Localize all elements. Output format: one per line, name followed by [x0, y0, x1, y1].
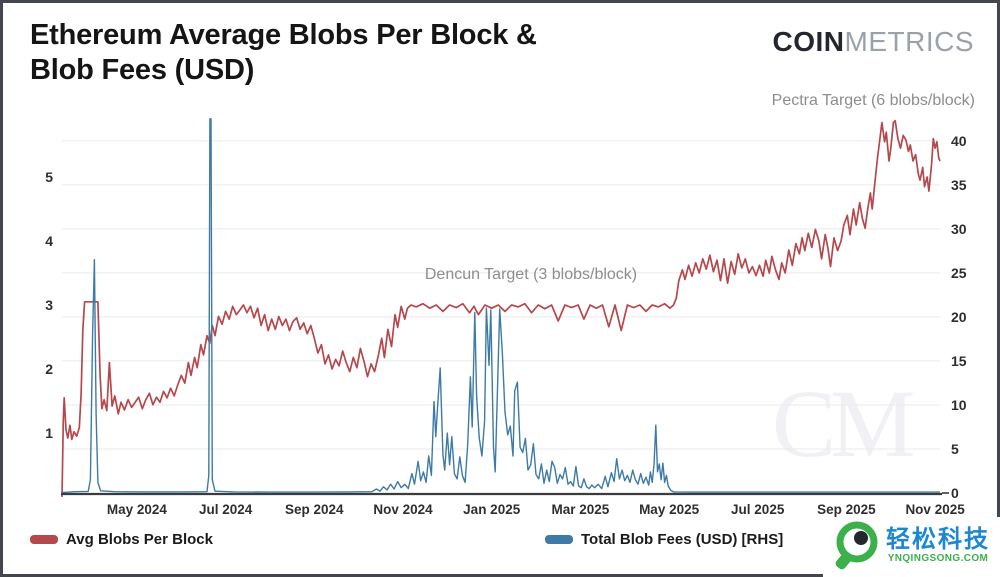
site-logo: 轻松科技 YNQINGSONG.COM: [823, 517, 1000, 577]
cm-watermark: CM: [772, 370, 915, 477]
y-right-tick-label: 40: [951, 133, 967, 149]
y-left-tick-label: 1: [45, 425, 53, 441]
y-right-tick-label: 25: [951, 265, 967, 281]
pectra-target-annotation: Pectra Target (6 blobs/block): [771, 92, 975, 109]
legend-label-blob-fees: Total Blob Fees (USD) [RHS]: [581, 530, 784, 548]
y-right-tick-label: 15: [951, 353, 967, 369]
legend-swatch-red: [30, 534, 58, 544]
x-tick-label: Jan 2025: [463, 502, 521, 517]
page-title: Ethereum Average Blobs Per Block & Blob …: [30, 18, 537, 89]
y-left-tick-label: 2: [45, 361, 53, 377]
x-tick-label: Mar 2025: [552, 502, 610, 517]
legend: Avg Blobs Per Block Total Blob Fees (USD…: [0, 527, 1000, 551]
legend-item-blob-fees: Total Blob Fees (USD) [RHS]: [545, 527, 783, 551]
legend-item-avg-blobs: Avg Blobs Per Block: [30, 527, 213, 551]
site-logo-text: 轻松科技 YNQINGSONG.COM: [886, 528, 990, 564]
dencun-target-annotation: Dencun Target (3 blobs/block): [424, 266, 638, 283]
legend-label-avg-blobs: Avg Blobs Per Block: [66, 530, 213, 548]
y-right-tick-label: 20: [951, 309, 967, 325]
y-left-tick-label: 5: [45, 169, 53, 185]
y-right-tick-label: 10: [951, 397, 967, 413]
series-path-1: [61, 118, 940, 494]
site-logo-eye-icon: [835, 521, 878, 570]
title-line-2: Blob Fees (USD): [30, 54, 255, 87]
x-tick-label: May 2025: [639, 502, 700, 517]
legend-swatch-blue: [545, 534, 573, 544]
y-left-tick-label: 4: [45, 233, 53, 249]
site-logo-chinese: 轻松科技: [886, 526, 990, 553]
series-path-0: [61, 119, 941, 498]
site-logo-url: YNQINGSONG.COM: [887, 553, 989, 564]
y-right-tick-label: 35: [951, 177, 967, 193]
x-tick-label: May 2024: [107, 502, 168, 517]
x-tick-label: Jul 2025: [731, 502, 785, 517]
y-right-tick-label: 30: [951, 221, 967, 237]
brand-coin-text: COIN: [772, 26, 845, 57]
x-tick-label: Sep 2024: [285, 502, 344, 517]
title-line-1: Ethereum Average Blobs Per Block &: [30, 19, 537, 51]
x-tick-label: Nov 2024: [373, 502, 433, 517]
y-right-tick-label: 0: [951, 485, 959, 501]
brand-metrics-text: METRICS: [844, 26, 974, 57]
x-tick-label: Sep 2025: [817, 502, 876, 517]
y-right-tick-label: 5: [951, 441, 959, 457]
x-tick-label: Jul 2024: [199, 502, 253, 517]
coinmetrics-logo: COINMETRICS: [773, 26, 975, 58]
y-left-tick-label: 3: [45, 297, 53, 313]
x-tick-label: Nov 2025: [905, 502, 965, 517]
